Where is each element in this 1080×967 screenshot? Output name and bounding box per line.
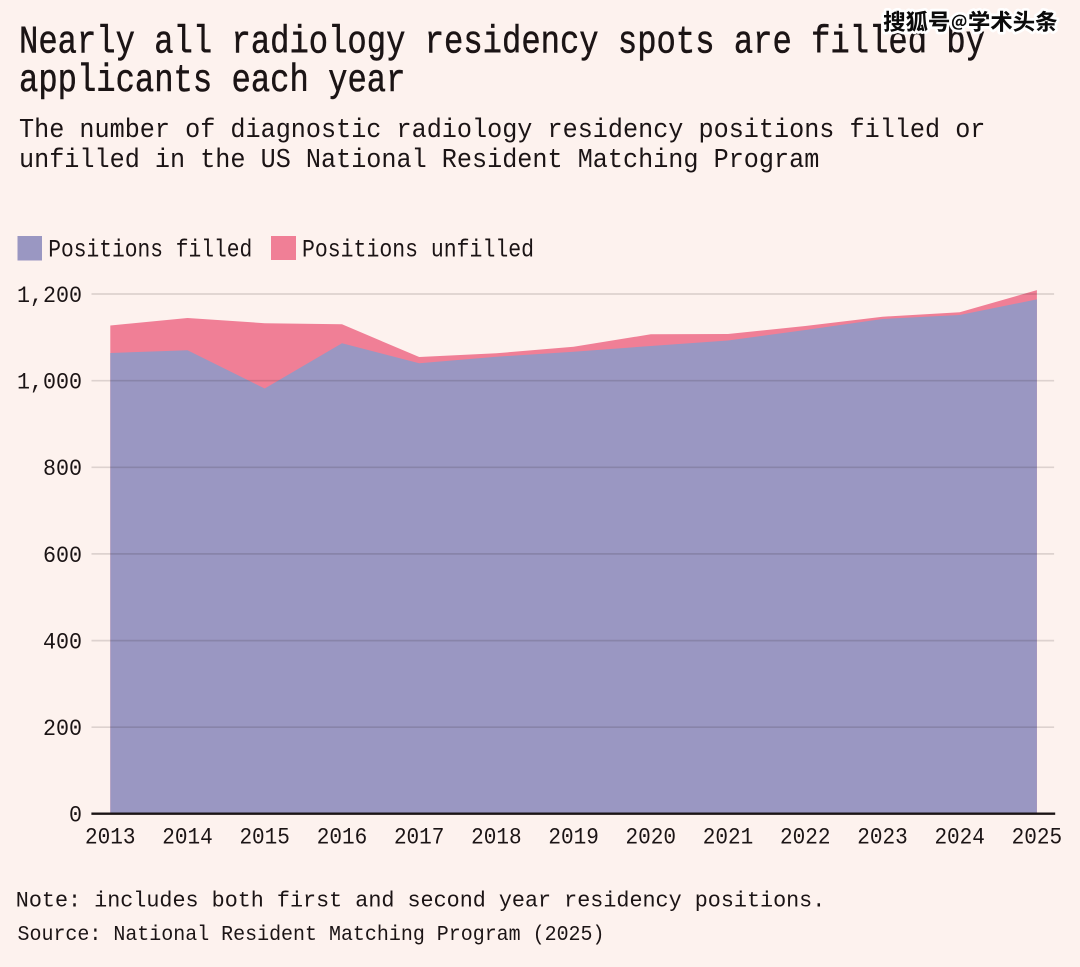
svg-text:applicants each year: applicants each year	[19, 59, 405, 103]
svg-text:2022: 2022	[780, 825, 831, 852]
svg-text:0: 0	[69, 803, 82, 830]
svg-text:The number of diagnostic radio: The number of diagnostic radiology resid…	[19, 116, 985, 146]
svg-text:600: 600	[43, 543, 82, 570]
svg-text:Positions filled: Positions filled	[48, 236, 252, 265]
svg-text:2021: 2021	[703, 825, 754, 852]
svg-text:Positions unfilled: Positions unfilled	[302, 236, 534, 265]
svg-text:1,000: 1,000	[17, 370, 82, 397]
svg-text:Nearly all radiology residency: Nearly all radiology residency spots are…	[19, 21, 985, 65]
svg-text:2015: 2015	[239, 825, 290, 852]
svg-text:Note: includes both first and: Note: includes both first and second yea…	[16, 889, 826, 914]
svg-text:1,200: 1,200	[17, 283, 82, 310]
svg-text:unfilled in the US National Re: unfilled in the US National Resident Mat…	[19, 146, 819, 176]
svg-text:2020: 2020	[626, 825, 677, 852]
svg-text:2019: 2019	[548, 825, 599, 852]
svg-text:200: 200	[43, 716, 82, 743]
svg-text:2018: 2018	[471, 825, 522, 852]
svg-text:2025: 2025	[1012, 825, 1063, 852]
svg-text:400: 400	[43, 630, 82, 657]
svg-text:2023: 2023	[857, 825, 908, 852]
svg-text:2016: 2016	[317, 825, 368, 852]
svg-text:Source: National Resident Matc: Source: National Resident Matching Progr…	[18, 924, 605, 947]
svg-text:2024: 2024	[934, 825, 985, 852]
svg-text:2017: 2017	[394, 825, 445, 852]
svg-text:2013: 2013	[85, 825, 136, 852]
svg-text:2014: 2014	[162, 825, 213, 852]
svg-text:800: 800	[43, 456, 82, 483]
